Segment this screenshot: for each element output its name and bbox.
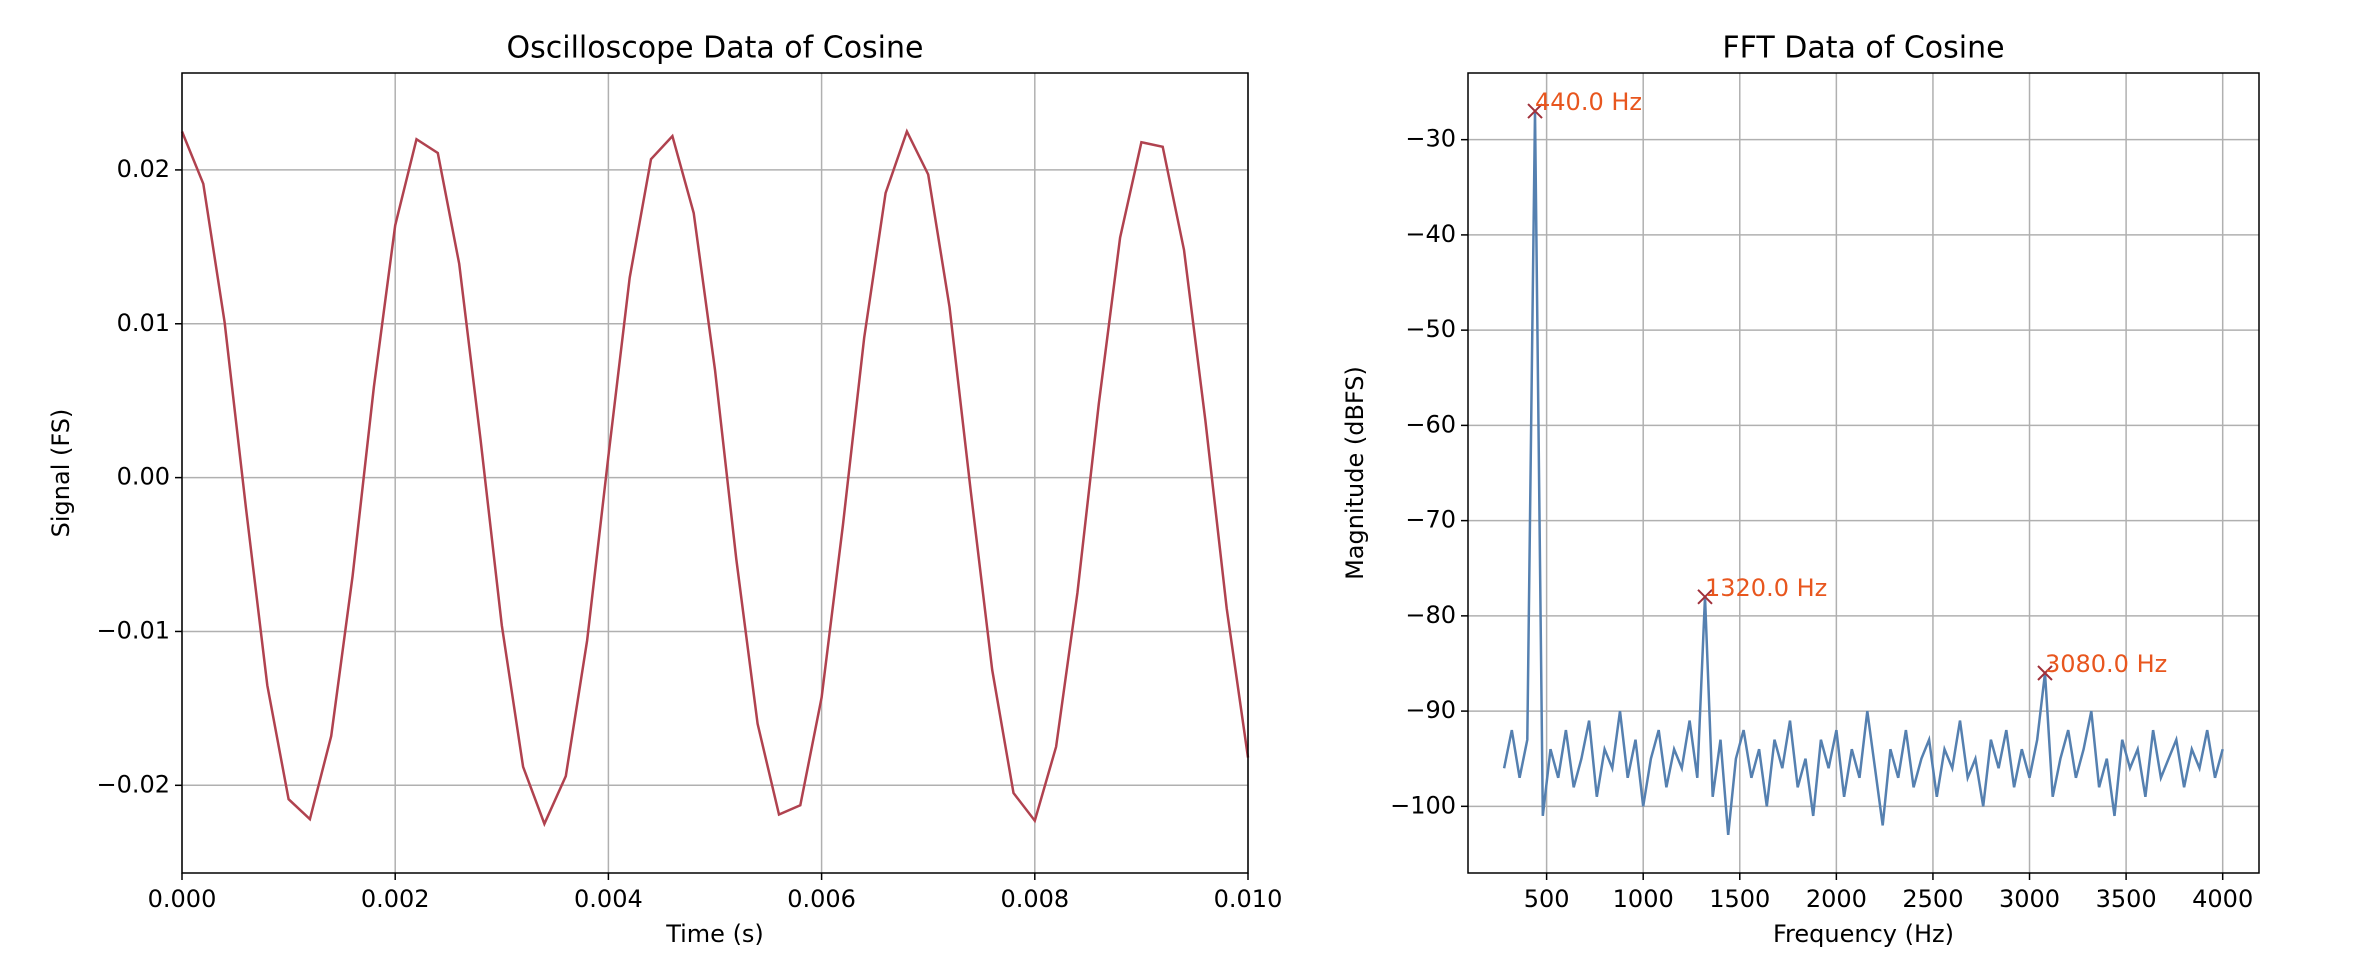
x-tick-label: 0.004 — [574, 885, 643, 913]
y-tick-label: −40 — [1405, 220, 1456, 248]
x-tick-label: 4000 — [2192, 885, 2253, 913]
chart-title: Oscilloscope Data of Cosine — [507, 31, 924, 66]
chart-title: FFT Data of Cosine — [1722, 31, 2004, 66]
y-tick-label: −0.01 — [96, 616, 170, 644]
axes-frame — [181, 72, 1249, 874]
x-tick-label: 2500 — [1902, 885, 1963, 913]
y-tick-label: 0.00 — [117, 463, 170, 491]
x-tick-label: 0.010 — [1214, 885, 1283, 913]
y-tick-label: −60 — [1405, 410, 1456, 438]
x-tick-label: 0.006 — [787, 885, 856, 913]
x-tick-label: 0.002 — [361, 885, 430, 913]
x-tick-label: 1000 — [1613, 885, 1674, 913]
peak-marker — [2037, 665, 2053, 681]
y-tick-label: −90 — [1405, 696, 1456, 724]
y-tick-label: −30 — [1405, 125, 1456, 153]
peak-marker — [1527, 103, 1543, 119]
data-line — [180, 128, 1250, 828]
x-axis-label: Time (s) — [665, 920, 764, 948]
y-tick-label: −80 — [1405, 601, 1456, 629]
y-axis-label: Magnitude (dBFS) — [1341, 366, 1369, 580]
y-tick-label: 0.02 — [117, 155, 170, 183]
y-tick-label: 0.01 — [117, 309, 170, 337]
y-tick-label: −0.02 — [96, 770, 170, 798]
y-tick-label: −50 — [1405, 315, 1456, 343]
x-tick-label: 3000 — [1999, 885, 2060, 913]
y-axis-label: Signal (FS) — [47, 409, 75, 538]
x-tick-label: 0.008 — [1000, 885, 1069, 913]
data-line — [1502, 111, 2224, 836]
y-tick-label: −100 — [1390, 791, 1456, 819]
x-tick-label: 0.000 — [148, 885, 217, 913]
x-tick-label: 1500 — [1709, 885, 1770, 913]
peak-marker — [1697, 589, 1713, 605]
x-axis-label: Frequency (Hz) — [1773, 920, 1954, 948]
x-tick-label: 2000 — [1806, 885, 1867, 913]
axes-frame — [1467, 72, 2260, 874]
peak-label: 440.0 Hz — [1535, 88, 1642, 116]
y-tick-label: −70 — [1405, 506, 1456, 534]
x-tick-label: 500 — [1524, 885, 1570, 913]
peak-label: 1320.0 Hz — [1705, 574, 1827, 602]
peak-label: 3080.0 Hz — [2045, 650, 2167, 678]
x-tick-label: 3500 — [2096, 885, 2157, 913]
